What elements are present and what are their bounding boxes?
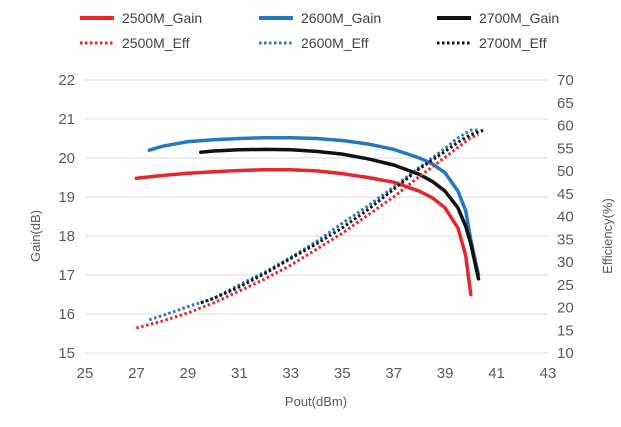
series-line-2700M_Gain (199, 147, 481, 281)
y2-tick-label: 35 (557, 231, 574, 248)
x-axis-label: Pout(dBm) (285, 394, 347, 409)
y2-tick-labels: 10 15 20 25 30 35 40 45 50 55 60 65 70 (557, 72, 574, 362)
legend-item-2700M_Gain: 2700M_Gain (437, 10, 559, 26)
legend-item-2600M_Gain: 2600M_Gain (259, 10, 381, 26)
series-lines (134, 128, 485, 330)
gridlines (85, 79, 548, 354)
y2-tick-label: 60 (557, 118, 574, 135)
x-tick-label: 39 (437, 365, 454, 382)
legend-item-2500M_Eff: 2500M_Eff (80, 35, 190, 51)
x-tick-label: 43 (540, 365, 557, 382)
x-tick-labels: 25 27 29 31 33 35 37 39 41 43 (77, 365, 557, 382)
y2-tick-label: 25 (557, 277, 574, 294)
series-line-2600M_Gain (147, 135, 481, 277)
y-axis-label: Gain(dB) (28, 210, 43, 262)
y2-tick-label: 40 (557, 209, 574, 226)
series-line-2700M_Eff (200, 128, 485, 305)
series-line-2500M_Eff (136, 133, 480, 330)
legend-item-2500M_Gain: 2500M_Gain (80, 10, 202, 26)
series-line-2600M_Eff (148, 128, 479, 322)
legend-item-2700M_Eff: 2700M_Eff (437, 35, 547, 51)
y2-tick-label: 20 (557, 300, 574, 317)
legend-label: 2600M_Eff (301, 35, 369, 51)
x-tick-label: 33 (282, 365, 299, 382)
y2-tick-label: 55 (557, 140, 574, 157)
y2-axis-label: Efficiency(%) (600, 198, 615, 274)
y2-tick-label: 50 (557, 163, 574, 180)
y2-tick-label: 65 (557, 95, 574, 112)
series-line-2500M_Gain (134, 167, 473, 297)
x-tick-label: 37 (385, 365, 402, 382)
y2-tick-label: 45 (557, 186, 574, 203)
x-tick-label: 41 (488, 365, 505, 382)
x-tick-label: 31 (231, 365, 248, 382)
y-tick-label: 22 (58, 72, 75, 89)
legend-label: 2600M_Gain (301, 10, 381, 26)
y2-tick-label: 30 (557, 254, 574, 271)
x-tick-label: 29 (180, 365, 197, 382)
x-tick-label: 35 (334, 365, 351, 382)
y-tick-label: 21 (58, 111, 75, 128)
legend-label: 2700M_Eff (479, 35, 547, 51)
y-tick-label: 18 (58, 228, 75, 245)
y2-tick-label: 10 (557, 345, 574, 362)
legend-label: 2500M_Gain (122, 10, 202, 26)
legend-label: 2700M_Gain (479, 10, 559, 26)
y-tick-label: 15 (58, 345, 75, 362)
legend-item-2600M_Eff: 2600M_Eff (259, 35, 369, 51)
y2-tick-label: 70 (557, 72, 574, 89)
y-tick-label: 16 (58, 306, 75, 323)
x-tick-label: 27 (128, 365, 145, 382)
legend-label: 2500M_Eff (122, 35, 190, 51)
legend: 2500M_Gain 2600M_Gain 2700M_Gain 2500M_Eff 2… (80, 10, 559, 51)
y2-tick-label: 15 (557, 322, 574, 339)
y-tick-label: 20 (58, 150, 75, 167)
y-tick-label: 17 (58, 267, 75, 284)
x-tick-label: 25 (77, 365, 94, 382)
y-tick-label: 19 (58, 189, 75, 206)
y-tick-labels: 15 16 17 18 19 20 21 22 (58, 72, 75, 362)
